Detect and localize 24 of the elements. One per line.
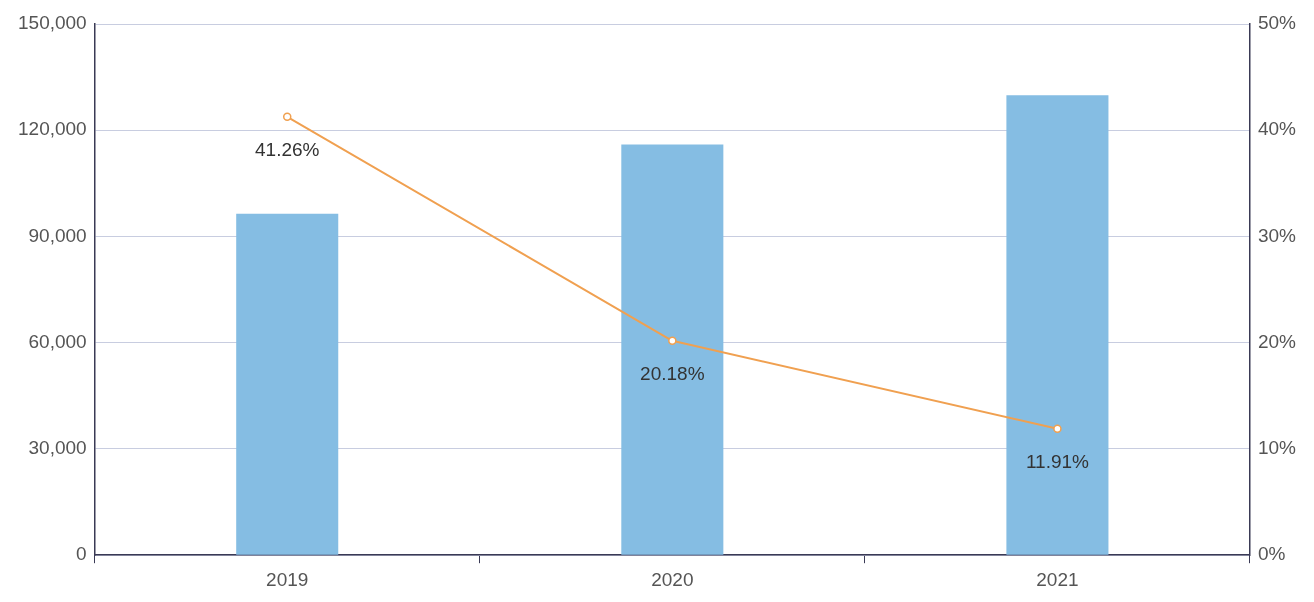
bar	[1006, 95, 1109, 555]
x-tick-label: 2020	[651, 568, 694, 590]
y2-tick-label: 0%	[1257, 543, 1286, 565]
data-label: 20.18%	[640, 363, 705, 385]
y-tick-label: 150,000	[17, 12, 87, 34]
bar	[236, 213, 339, 555]
y-tick-label: 0	[76, 543, 87, 565]
y-tick-label: 30,000	[28, 437, 87, 459]
y-tick-label: 60,000	[28, 330, 87, 352]
data-label: 41.26%	[255, 139, 320, 161]
data-label: 11.91%	[1025, 450, 1090, 472]
point	[1053, 424, 1062, 433]
y2-tick-label: 50%	[1257, 12, 1297, 34]
x-tick-label: 2019	[266, 568, 309, 590]
point	[282, 112, 292, 122]
y-tick-label: 90,000	[28, 224, 87, 246]
x-tick-label: 2021	[1036, 568, 1079, 590]
bar	[621, 144, 724, 555]
y2-tick-label: 10%	[1257, 437, 1297, 459]
y-tick-label: 120,000	[17, 118, 87, 140]
y2-tick-label: 30%	[1257, 224, 1297, 246]
y2-tick-label: 20%	[1257, 330, 1297, 352]
y2-tick-label: 40%	[1257, 118, 1297, 140]
point	[668, 336, 677, 346]
